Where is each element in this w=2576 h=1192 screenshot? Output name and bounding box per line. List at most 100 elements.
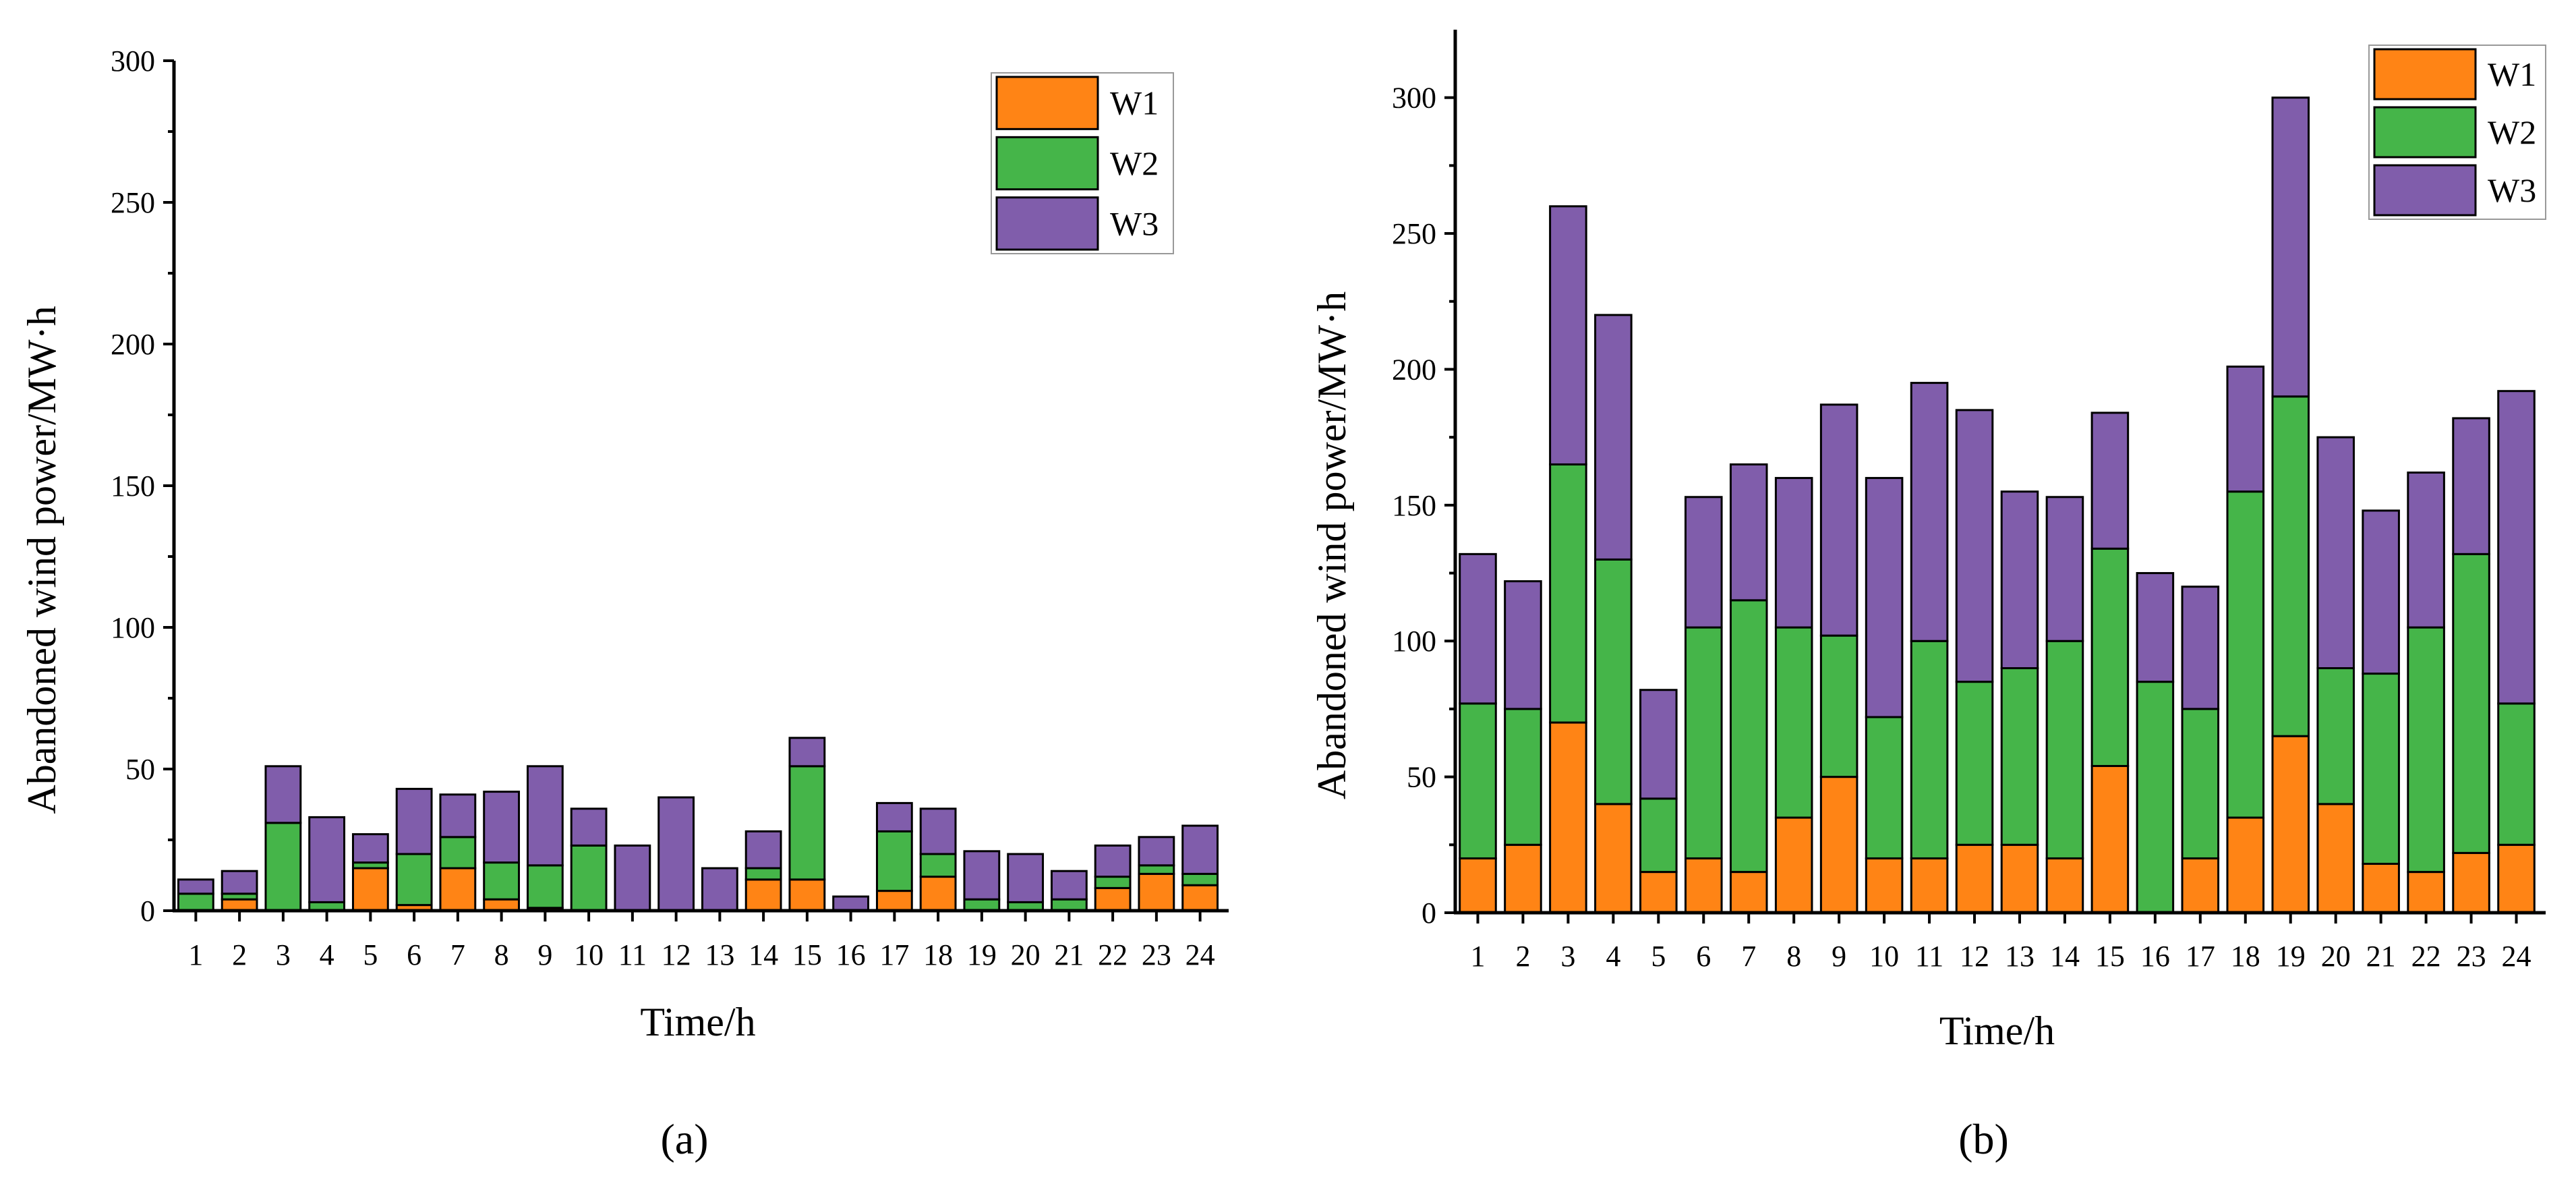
bar-w1-22 (1094, 886, 1132, 912)
x-tick-label: 2 (232, 938, 247, 971)
panel-label: (b) (1958, 1115, 2009, 1163)
bar-w2-4 (1594, 558, 1633, 805)
x-tick-label: 24 (1185, 938, 1215, 971)
bar-w3-22 (2407, 472, 2445, 629)
bar-w2-24 (1181, 872, 1219, 886)
legend-swatch-w2 (995, 136, 1099, 191)
bar-w1-19 (2271, 735, 2310, 914)
x-tick-label: 13 (2005, 940, 2035, 973)
x-tick-label: 18 (923, 938, 953, 971)
bar-w1-8 (1774, 816, 1813, 914)
x-tick-label: 21 (2366, 940, 2396, 973)
bar-w1-24 (1181, 884, 1219, 912)
bar-w1-22 (2407, 871, 2445, 914)
bar-w3-17 (875, 801, 913, 832)
bar-w3-20 (2316, 436, 2355, 670)
x-tick-label: 5 (363, 938, 378, 971)
bar-w3-9 (526, 765, 564, 867)
x-tick-label: 5 (1651, 940, 1666, 973)
bar-w1-14 (744, 878, 782, 912)
bar-w1-18 (919, 876, 957, 912)
x-tick-label: 16 (836, 938, 866, 971)
x-tick-label: 19 (2276, 940, 2306, 973)
x-tick-label: 3 (1560, 940, 1575, 973)
bar-w3-20 (1007, 853, 1045, 903)
bar-w3-13 (2000, 490, 2039, 670)
bar-w1-3 (1549, 721, 1587, 914)
y-tick-label: 100 (111, 611, 155, 644)
y-tick-label: 150 (1392, 489, 1436, 522)
bar-w3-12 (1955, 409, 1994, 683)
bars (177, 737, 1219, 912)
bar-w2-7 (439, 836, 477, 870)
bar-w2-11 (1910, 640, 1949, 859)
bar-w3-23 (2452, 417, 2490, 555)
bar-w3-9 (1819, 403, 1858, 637)
x-tick-label: 3 (276, 938, 291, 971)
bar-w1-21 (2362, 863, 2400, 914)
y-tick-label: 100 (1392, 625, 1436, 658)
bar-w3-17 (2181, 586, 2220, 710)
x-tick-label: 22 (2411, 940, 2441, 973)
y-tick-label: 150 (111, 470, 155, 503)
legend: W1 W2 W3 (991, 72, 1174, 254)
y-tick-label: 0 (1422, 897, 1436, 930)
bar-w1-13 (2000, 843, 2039, 914)
bar-w3-24 (2497, 390, 2536, 705)
bar-w2-12 (1955, 681, 1994, 846)
bar-w3-12 (657, 796, 695, 912)
x-tick-label: 2 (1515, 940, 1530, 973)
bar-w1-1 (1459, 857, 1497, 914)
x-tick-label: 4 (1606, 940, 1620, 973)
bar-w3-13 (701, 867, 738, 912)
y-tick-label: 50 (1407, 761, 1436, 794)
bar-w1-8 (483, 898, 521, 912)
x-tick-label: 15 (792, 938, 822, 971)
bar-w3-14 (744, 830, 782, 870)
bar-w1-11 (1910, 857, 1949, 914)
bar-w1-17 (2181, 857, 2220, 914)
x-tick-label: 23 (2457, 940, 2486, 973)
y-tick-label: 250 (111, 186, 155, 219)
x-tick-label: 15 (2095, 940, 2125, 973)
x-tick-label: 16 (2140, 940, 2170, 973)
x-tick-label: 12 (1960, 940, 1989, 973)
bar-w1-15 (2090, 765, 2130, 914)
x-tick-label: 22 (1098, 938, 1128, 971)
bar-w2-6 (395, 853, 433, 907)
bar-w2-9 (1819, 634, 1858, 778)
bar-w3-7 (439, 793, 477, 839)
bar-w3-18 (919, 807, 957, 855)
bar-w3-7 (1729, 463, 1768, 602)
bar-w3-4 (1594, 314, 1633, 561)
bar-w3-16 (832, 895, 870, 912)
bar-w2-10 (570, 844, 608, 912)
bar-w3-15 (788, 737, 826, 768)
bar-w3-6 (1684, 496, 1723, 629)
x-tick-label: 18 (2231, 940, 2260, 973)
bar-w1-10 (1865, 857, 1904, 914)
bar-w1-2 (1504, 843, 1542, 914)
x-tick-label: 11 (1915, 940, 1943, 973)
x-tick-label: 21 (1054, 938, 1084, 971)
bar-w3-5 (351, 833, 389, 864)
x-tick-label: 24 (2502, 940, 2531, 973)
x-tick-label: 9 (1832, 940, 1846, 973)
bar-w2-19 (2271, 395, 2310, 737)
y-axis-title: Abandoned wind power/MW·h (20, 306, 64, 814)
x-tick-label: 20 (1011, 938, 1041, 971)
bar-w2-6 (1684, 626, 1723, 859)
bar-w1-23 (2452, 851, 2490, 914)
bar-w3-19 (2271, 96, 2310, 398)
bar-w3-3 (1549, 205, 1587, 465)
x-tick-label: 14 (2050, 940, 2080, 973)
bar-w1-2 (221, 898, 258, 912)
legend-label-w1: W1 (2488, 55, 2536, 93)
x-tick-label: 6 (1696, 940, 1711, 973)
bar-w2-23 (2452, 552, 2490, 854)
bar-w1-5 (351, 867, 389, 912)
bar-w2-16 (2136, 681, 2175, 914)
bar-w3-19 (963, 850, 1001, 901)
